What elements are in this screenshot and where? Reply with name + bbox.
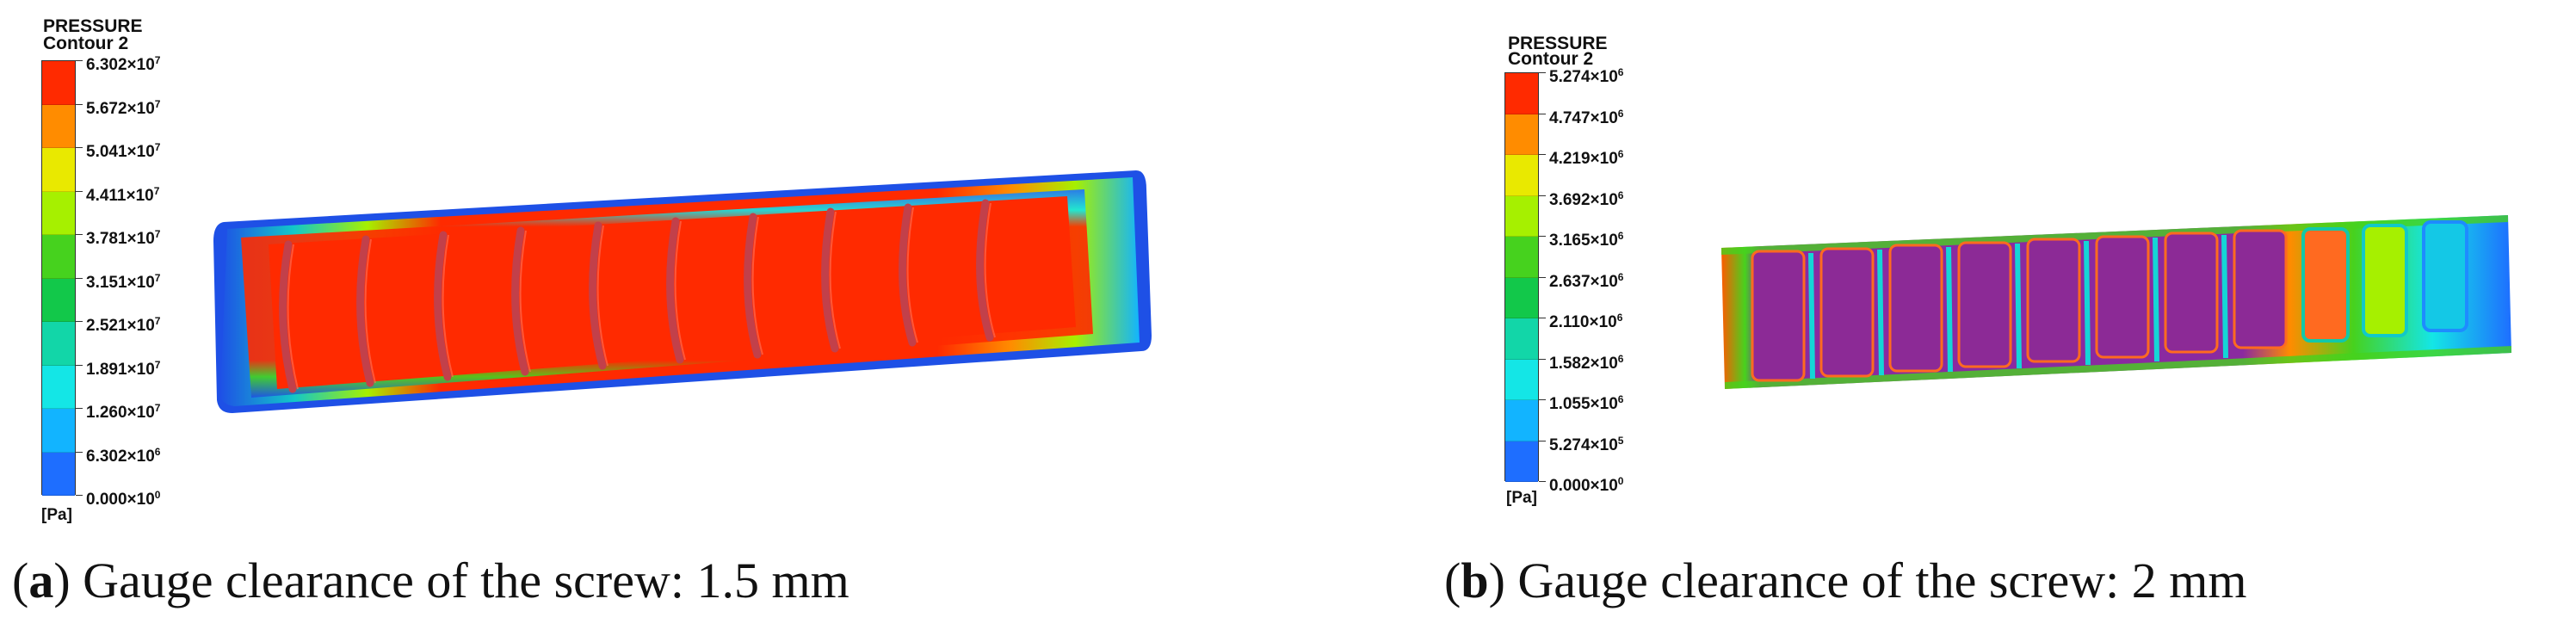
colorbar-tick-label: 5.274×106 (1549, 66, 1624, 86)
pressure-colorbar (41, 60, 76, 496)
colorbar-band (42, 235, 75, 279)
colorbar-band (1505, 73, 1538, 114)
colorbar-band (42, 148, 75, 192)
colorbar-band (42, 322, 75, 366)
colorbar-tick-label: 1.055×106 (1549, 393, 1624, 413)
colorbar-tick-label: 3.781×107 (86, 228, 161, 248)
colorbar-tickmark (76, 321, 83, 322)
colorbar-tick-label: 5.672×107 (86, 97, 161, 118)
colorbar-tickmark (76, 495, 83, 496)
colorbar-tick-label: 3.692×106 (1549, 188, 1624, 209)
colorbar-tickmark (1539, 154, 1546, 155)
colorbar-tick-label: 2.110×106 (1549, 312, 1623, 331)
colorbar-tickmark (1539, 276, 1546, 278)
colorbar-tickmark (1539, 72, 1546, 73)
legend-title: PRESSURE (1508, 34, 1608, 53)
colorbar-band (1505, 277, 1538, 318)
colorbar-tick-label: 2.637×106 (1549, 270, 1624, 291)
colorbar-band (42, 104, 75, 148)
screw-pressure-contour-render (213, 170, 1152, 413)
colorbar-tick-label: 1.260×107 (86, 402, 161, 422)
caption-a: (a) Gauge clearance of the screw: 1.5 mm (12, 553, 849, 608)
colorbar-tickmark (76, 408, 83, 409)
screw-pressure-contour-render (1721, 215, 2511, 389)
colorbar-band (1505, 441, 1538, 482)
colorbar-tickmark (76, 451, 83, 453)
colorbar-tick-label: 4.219×106 (1549, 148, 1624, 168)
colorbar-tickmark (1539, 358, 1546, 360)
colorbar-tick-label: 6.302×106 (86, 445, 161, 466)
colorbar-band (1505, 359, 1538, 400)
panel-b: PRESSURE Contour 2 5.274×106 4.747×106 4.2… (1288, 0, 2576, 636)
colorbar-tick-label: 3.165×106 (1549, 230, 1624, 250)
colorbar-tickmark (1539, 236, 1546, 237)
colorbar-band (42, 365, 75, 409)
colorbar-band (1505, 400, 1538, 441)
colorbar-tick-label: 1.582×106 (1549, 352, 1624, 373)
colorbar-tick-label: 4.411×107 (86, 184, 160, 205)
colorbar-tick-label: 1.891×107 (86, 358, 161, 379)
colorbar-band (1505, 114, 1538, 155)
colorbar-band (1505, 195, 1538, 237)
legend-subtitle: Contour 2 (43, 34, 129, 53)
colorbar-tick-label: 0.000×100 (86, 489, 161, 509)
colorbar-tick-label: 5.041×107 (86, 141, 161, 161)
colorbar-tickmark (76, 103, 83, 105)
colorbar-tickmark (76, 60, 83, 61)
colorbar-band (1505, 237, 1538, 278)
colorbar-tick-label: 2.521×107 (86, 315, 161, 335)
legend-unit: [Pa] (1506, 489, 1537, 507)
colorbar-band (1505, 318, 1538, 360)
colorbar-band (42, 61, 75, 105)
colorbar-tick-label: 5.274×105 (1549, 434, 1624, 454)
colorbar-tick-label: 3.151×107 (86, 271, 161, 292)
colorbar-tickmark (1539, 399, 1546, 400)
colorbar-band (42, 191, 75, 235)
colorbar-band (1505, 155, 1538, 196)
legend-subtitle: Contour 2 (1508, 49, 1594, 69)
legend-title: PRESSURE (43, 16, 143, 36)
colorbar-tickmark (76, 364, 83, 366)
legend-unit: [Pa] (41, 506, 72, 524)
colorbar-band (42, 452, 75, 496)
colorbar-tickmark (1539, 195, 1546, 196)
colorbar-band (42, 409, 75, 453)
colorbar-tickmark (76, 190, 83, 192)
colorbar-tickmark (76, 234, 83, 235)
colorbar-band (42, 278, 75, 322)
pressure-colorbar (1504, 72, 1539, 482)
colorbar-tick-label: 6.302×107 (86, 54, 161, 74)
panel-a: PRESSURE Contour 2 6.302×107 5.672×107 5.0… (12, 16, 1152, 608)
colorbar-tickmark (1539, 481, 1546, 482)
colorbar-tick-label: 0.000×100 (1549, 475, 1624, 495)
colorbar-tick-label: 4.747×106 (1549, 107, 1624, 127)
caption-b: (b) Gauge clearance of the screw: 2 mm (1444, 553, 2247, 608)
colorbar-tickmark (76, 277, 83, 279)
colorbar-tickmark (76, 147, 83, 148)
